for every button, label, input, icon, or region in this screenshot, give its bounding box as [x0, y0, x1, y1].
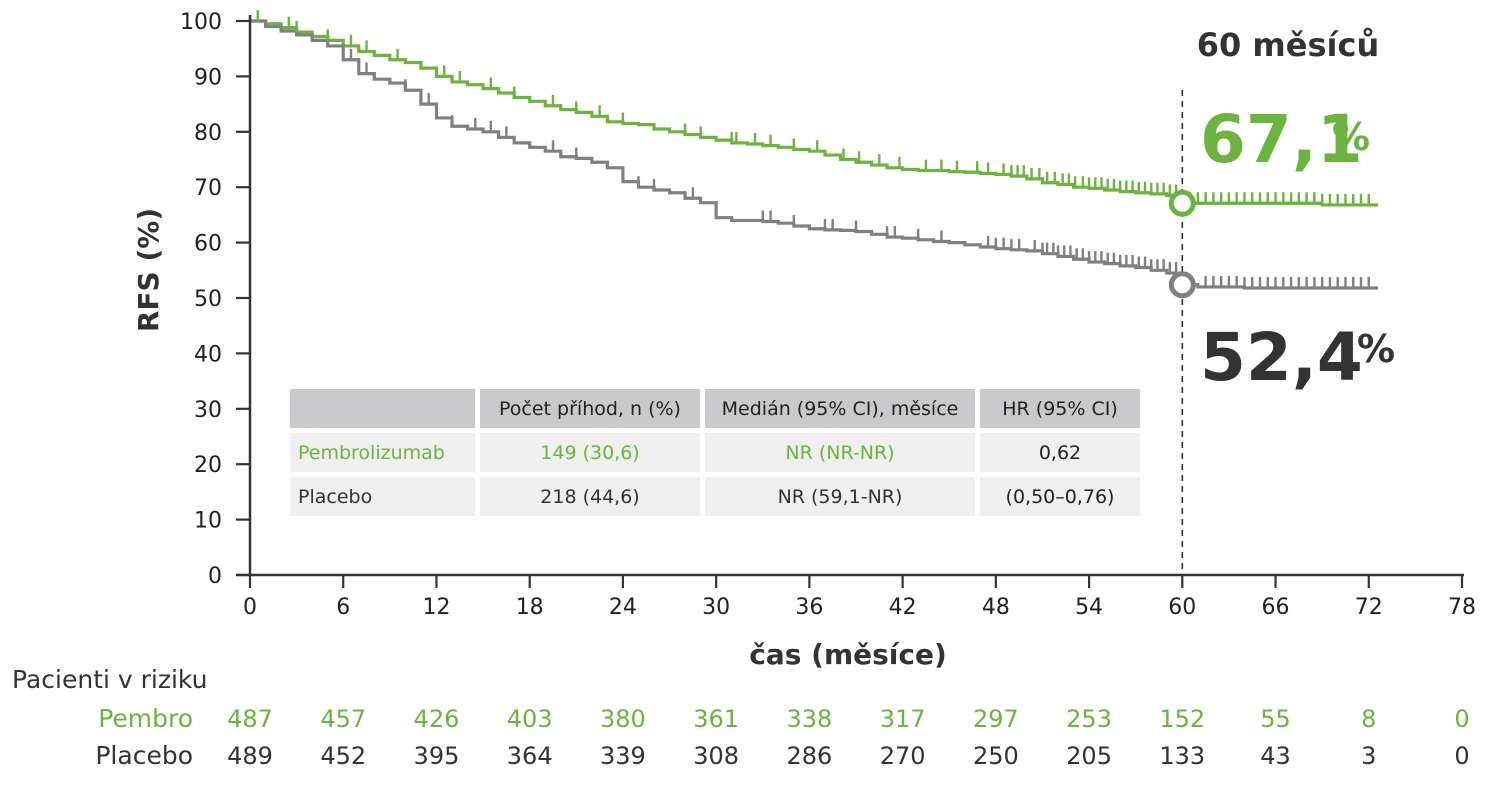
risk-value-placebo: 364	[507, 742, 553, 770]
x-tick-label: 36	[795, 595, 823, 620]
y-tick-label: 70	[194, 176, 222, 201]
summary-hr-ci: (0,50–0,76)	[980, 477, 1140, 516]
x-tick-label: 24	[609, 595, 637, 620]
risk-value-placebo: 3	[1361, 742, 1376, 770]
summary-header-row: Počet příhod, n (%) Medián (95% CI), měs…	[290, 389, 1140, 428]
risk-value-pembro: 253	[1066, 705, 1112, 733]
x-tick-label: 66	[1262, 595, 1290, 620]
x-tick-label: 12	[422, 595, 450, 620]
risk-value-placebo: 250	[973, 742, 1019, 770]
risk-value-placebo: 205	[1066, 742, 1112, 770]
landmark-marker-placebo	[1168, 271, 1196, 299]
landmark-pct-placebo: %	[1357, 327, 1395, 371]
risk-row-label-placebo: Placebo	[95, 741, 193, 770]
x-tick-label: 54	[1075, 595, 1103, 620]
risk-value-placebo: 452	[320, 742, 366, 770]
x-tick-label: 42	[889, 595, 917, 620]
risk-value-pembro: 317	[880, 705, 926, 733]
risk-value-pembro: 457	[320, 705, 366, 733]
risk-value-pembro: 152	[1159, 705, 1205, 733]
risk-value-placebo: 286	[786, 742, 832, 770]
x-tick-label: 72	[1355, 595, 1383, 620]
risk-value-placebo: 395	[414, 742, 460, 770]
risk-value-placebo: 133	[1159, 742, 1205, 770]
summary-hr-value: 0,62	[980, 433, 1140, 472]
risk-value-placebo: 489	[227, 742, 273, 770]
x-tick-label: 0	[243, 595, 257, 620]
risk-table-title: Pacienti v riziku	[12, 665, 207, 694]
summary-label-pembrolizumab: Pembrolizumab	[290, 433, 475, 472]
summary-events-placebo: 218 (44,6)	[480, 477, 700, 516]
risk-value-placebo: 0	[1454, 742, 1469, 770]
summary-label-placebo: Placebo	[290, 477, 475, 516]
landmark-value-pembro: 67,1	[1200, 101, 1363, 178]
risk-value-pembro: 361	[693, 705, 739, 733]
y-tick-label: 20	[194, 453, 222, 478]
x-tick-label: 30	[702, 595, 730, 620]
summary-header-median: Medián (95% CI), měsíce	[705, 389, 975, 428]
y-tick-label: 0	[208, 564, 222, 589]
risk-value-placebo: 339	[600, 742, 646, 770]
risk-value-placebo: 43	[1260, 742, 1291, 770]
risk-value-pembro: 380	[600, 705, 646, 733]
risk-value-pembro: 8	[1361, 705, 1376, 733]
y-tick-label: 90	[194, 65, 222, 90]
risk-value-pembro: 55	[1260, 705, 1291, 733]
x-tick-label: 18	[516, 595, 544, 620]
risk-value-pembro: 297	[973, 705, 1019, 733]
y-tick-label: 10	[194, 509, 222, 534]
y-axis-title: RFS (%)	[132, 208, 165, 332]
summary-header-blank	[290, 389, 475, 428]
summary-median-placebo: NR (59,1-NR)	[705, 477, 975, 516]
x-tick-label: 6	[336, 595, 350, 620]
summary-events-pembrolizumab: 149 (30,6)	[480, 433, 700, 472]
y-tick-label: 30	[194, 398, 222, 423]
summary-header-hr: HR (95% CI)	[980, 389, 1140, 428]
summary-row-pembrolizumab: Pembrolizumab 149 (30,6) NR (NR-NR) 0,62	[290, 433, 1140, 472]
risk-value-placebo: 308	[693, 742, 739, 770]
x-tick-label: 48	[982, 595, 1010, 620]
x-tick-label: 78	[1448, 595, 1476, 620]
landmark-marker-pembro	[1168, 189, 1196, 217]
landmark-value-placebo: 52,4	[1200, 319, 1363, 396]
landmark-label: 60 měsíců	[1197, 26, 1379, 64]
y-tick-label: 80	[194, 121, 222, 146]
summary-table: Počet příhod, n (%) Medián (95% CI), měs…	[285, 384, 1145, 521]
y-tick-label: 50	[194, 287, 222, 312]
risk-value-pembro: 487	[227, 705, 273, 733]
landmark-pct-pembro: %	[1332, 115, 1370, 159]
x-axis-title: čas (měsíce)	[749, 638, 947, 671]
y-tick-label: 40	[194, 342, 222, 367]
summary-row-placebo: Placebo 218 (44,6) NR (59,1-NR) (0,50–0,…	[290, 477, 1140, 516]
summary-header-events: Počet příhod, n (%)	[480, 389, 700, 428]
y-tick-label: 100	[180, 10, 222, 35]
y-tick-label: 60	[194, 232, 222, 257]
risk-value-pembro: 426	[414, 705, 460, 733]
risk-value-pembro: 403	[507, 705, 553, 733]
x-tick-label: 60	[1168, 595, 1196, 620]
risk-value-pembro: 338	[786, 705, 832, 733]
risk-row-label-pembro: Pembro	[98, 704, 193, 733]
risk-value-pembro: 0	[1454, 705, 1469, 733]
risk-value-placebo: 270	[880, 742, 926, 770]
summary-median-pembrolizumab: NR (NR-NR)	[705, 433, 975, 472]
